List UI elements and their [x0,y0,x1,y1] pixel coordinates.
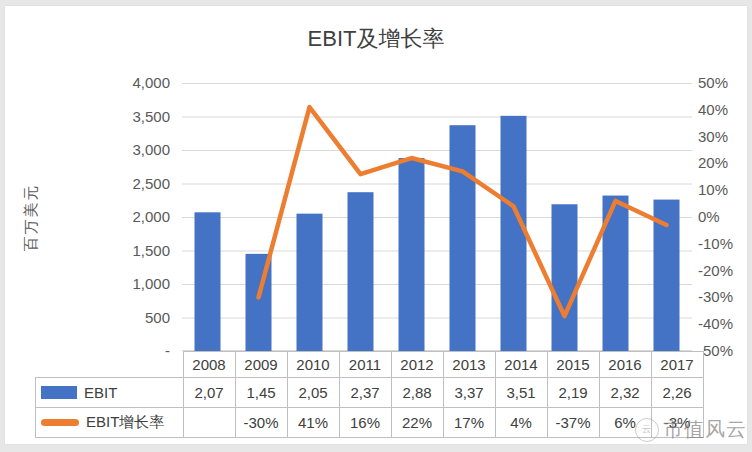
year-header-cell: 2009 [235,352,287,378]
left-axis-tick: 3,500 [96,108,170,126]
right-axis-tick: -40% [698,315,752,333]
left-axis-tick: 500 [96,309,170,327]
right-axis-tick: 40% [698,101,752,119]
legend-growth: EBIT增长率 [36,408,184,438]
value-cell: 2,05 [287,378,339,408]
value-cell: 3,51 [495,378,547,408]
value-cell: 2,19 [547,378,599,408]
bar-2010 [297,214,323,351]
value-cell: 16% [339,408,391,438]
value-cell: 2,32 [599,378,651,408]
bar-2008 [195,212,221,351]
year-header-cell: 2011 [339,352,391,378]
legend-ebit: EBIT [36,378,184,408]
watermark-text: 市值风云 [663,416,747,443]
year-header-cell: 2015 [547,352,599,378]
value-cell: 3,37 [443,378,495,408]
left-axis-tick: 1,500 [96,242,170,260]
right-axis-tick: -10% [698,235,752,253]
right-axis-tick: 10% [698,181,752,199]
left-axis-tick: 2,000 [96,208,170,226]
bar-2012 [399,158,425,351]
legend-label: EBIT增长率 [86,413,164,432]
legend-label: EBIT [84,384,117,401]
right-axis-tick: -30% [698,288,752,306]
right-axis-tick: 20% [698,154,752,172]
value-cell: -37% [547,408,599,438]
left-axis-tick: 1,000 [96,275,170,293]
left-axis-tick: 3,000 [96,141,170,159]
right-axis-tick: 0% [698,208,752,226]
right-axis-tick: -50% [698,342,752,360]
right-axis-tick: 30% [698,128,752,146]
value-cell: 2,07 [183,378,235,408]
bar-2013 [450,125,476,351]
year-header-cell: 2012 [391,352,443,378]
year-header-cell: 2010 [287,352,339,378]
bar-2011 [348,192,374,351]
value-cell: 1,45 [235,378,287,408]
chart-image: EBIT及增长率 百万美元 4,000 3,500 3,000 2,500 2,000 1… [0,0,752,452]
combo-chart-plot-area [182,83,692,351]
table-row-growth: EBIT增长率-30%41%16%22%17%4%-37%6%-3% [36,408,704,438]
chart-title: EBIT及增长率 [0,24,752,54]
watermark-logo-icon: 云 [635,418,659,442]
value-cell: 2,37 [339,378,391,408]
right-axis-tick: 50% [698,74,752,92]
year-header-row: 2008200920102011201220132014201520162017 [36,352,704,378]
growth-line-swatch-icon [41,419,79,426]
value-cell: -30% [235,408,287,438]
value-cell [183,408,235,438]
value-cell: 2,26 [651,378,703,408]
data-table: 2008200920102011201220132014201520162017… [35,351,704,438]
bar-2014 [501,116,527,351]
ebit-bar-swatch-icon [41,386,77,399]
table-row-ebit: EBIT 2,071,452,052,372,883,373,512,192,32… [36,378,704,408]
left-axis-tick: 4,000 [96,74,170,92]
watermark: 云 市值风云 [635,416,747,443]
year-header-cell: 2016 [599,352,651,378]
value-cell: 41% [287,408,339,438]
legend-entry: EBIT [36,384,183,401]
left-axis-tick: 2,500 [96,175,170,193]
value-cell: 17% [443,408,495,438]
value-cell: 4% [495,408,547,438]
right-axis-tick: -20% [698,262,752,280]
year-header-cell: 2017 [651,352,703,378]
bar-2015 [552,204,578,351]
year-header-cell: 2008 [183,352,235,378]
year-header-cell: 2014 [495,352,547,378]
left-axis-title: 百万美元 [16,83,46,351]
year-header-cell: 2013 [443,352,495,378]
value-cell: 2,88 [391,378,443,408]
value-cell: 22% [391,408,443,438]
table-corner-cell [36,352,184,378]
legend-entry: EBIT增长率 [36,413,183,432]
